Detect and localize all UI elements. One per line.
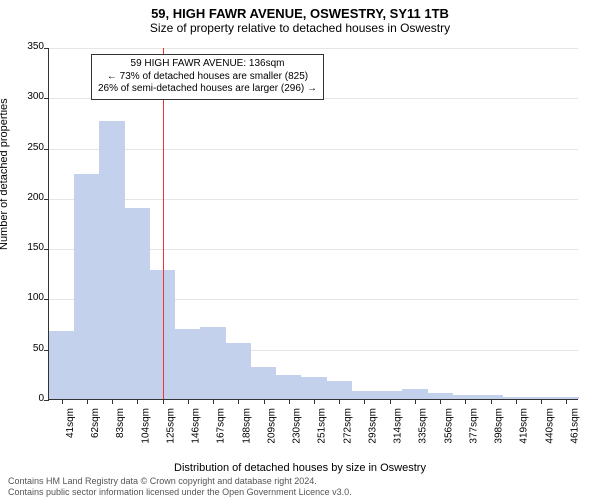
x-tick-label: 146sqm [191, 408, 202, 444]
histogram-bar [226, 343, 251, 399]
x-tick-mark [339, 399, 340, 404]
x-tick-mark [314, 399, 315, 404]
x-tick-label: 314sqm [393, 408, 404, 444]
y-tick-mark [44, 299, 49, 300]
x-tick-mark [289, 399, 290, 404]
x-tick-label: 209sqm [267, 408, 278, 444]
histogram-bar [74, 174, 99, 399]
x-tick-label: 272sqm [342, 408, 353, 444]
histogram-bar [276, 375, 301, 399]
y-tick-mark [44, 48, 49, 49]
x-tick-mark [264, 399, 265, 404]
y-tick-mark [44, 199, 49, 200]
histogram-bar [301, 377, 326, 399]
x-tick-mark [440, 399, 441, 404]
x-tick-label: 62sqm [90, 408, 101, 438]
histogram-bar [377, 391, 402, 399]
page-subtitle: Size of property relative to detached ho… [0, 21, 600, 35]
chart-area: 05010015020025030035041sqm62sqm83sqm104s… [48, 48, 578, 426]
x-tick-label: 167sqm [216, 408, 227, 444]
annotation-line-2: ← 73% of detached houses are smaller (82… [98, 71, 317, 84]
annotation-line-1: 59 HIGH FAWR AVENUE: 136sqm [98, 58, 317, 71]
histogram-bar [327, 381, 352, 399]
x-tick-label: 125sqm [166, 408, 177, 444]
histogram-bar [200, 327, 225, 399]
x-tick-mark [163, 399, 164, 404]
y-tick-mark [44, 98, 49, 99]
x-tick-mark [188, 399, 189, 404]
gridline [49, 149, 578, 150]
x-tick-mark [390, 399, 391, 404]
x-tick-mark [238, 399, 239, 404]
x-tick-mark [87, 399, 88, 404]
x-tick-label: 440sqm [544, 408, 555, 444]
footer-text: Contains HM Land Registry data © Crown c… [8, 476, 352, 498]
y-tick-label: 200 [4, 192, 44, 203]
y-tick-mark [44, 249, 49, 250]
annotation-box: 59 HIGH FAWR AVENUE: 136sqm ← 73% of det… [91, 54, 324, 100]
x-tick-label: 377sqm [468, 408, 479, 444]
x-tick-mark [112, 399, 113, 404]
chart-container: 59, HIGH FAWR AVENUE, OSWESTRY, SY11 1TB… [0, 0, 600, 500]
y-tick-label: 300 [4, 91, 44, 102]
x-tick-mark [415, 399, 416, 404]
y-tick-label: 100 [4, 292, 44, 303]
x-tick-mark [516, 399, 517, 404]
plot-area: 05010015020025030035041sqm62sqm83sqm104s… [48, 48, 578, 400]
x-tick-mark [62, 399, 63, 404]
y-axis-label: Number of detached properties [0, 98, 10, 250]
x-tick-mark [213, 399, 214, 404]
y-tick-mark [44, 149, 49, 150]
x-tick-mark [541, 399, 542, 404]
histogram-bar [402, 389, 427, 399]
histogram-bar [49, 331, 74, 399]
x-axis-label: Distribution of detached houses by size … [0, 462, 600, 474]
histogram-bar [125, 208, 150, 399]
x-tick-label: 104sqm [140, 408, 151, 444]
x-tick-mark [566, 399, 567, 404]
annotation-line-3: 26% of semi-detached houses are larger (… [98, 83, 317, 96]
page-title: 59, HIGH FAWR AVENUE, OSWESTRY, SY11 1TB [0, 0, 600, 21]
footer-line-2: Contains public sector information licen… [8, 487, 352, 498]
x-tick-label: 461sqm [569, 408, 580, 444]
x-tick-label: 41sqm [65, 408, 76, 438]
x-tick-mark [364, 399, 365, 404]
x-tick-label: 419sqm [519, 408, 530, 444]
x-tick-label: 335sqm [418, 408, 429, 444]
gridline [49, 199, 578, 200]
histogram-bar [99, 121, 124, 399]
y-tick-mark [44, 400, 49, 401]
y-tick-label: 0 [4, 393, 44, 404]
x-tick-label: 83sqm [115, 408, 126, 438]
x-tick-mark [465, 399, 466, 404]
x-tick-label: 188sqm [241, 408, 252, 444]
histogram-bar [352, 391, 377, 399]
histogram-bar [251, 367, 276, 399]
x-tick-label: 293sqm [367, 408, 378, 444]
histogram-bar [175, 329, 200, 399]
x-tick-mark [137, 399, 138, 404]
y-tick-label: 150 [4, 242, 44, 253]
x-tick-label: 251sqm [317, 408, 328, 444]
x-tick-label: 356sqm [443, 408, 454, 444]
footer-line-1: Contains HM Land Registry data © Crown c… [8, 476, 352, 487]
x-tick-label: 398sqm [494, 408, 505, 444]
gridline [49, 48, 578, 49]
x-tick-mark [491, 399, 492, 404]
x-tick-label: 230sqm [292, 408, 303, 444]
reference-line [163, 48, 164, 399]
y-tick-label: 350 [4, 41, 44, 52]
y-tick-label: 250 [4, 142, 44, 153]
y-tick-label: 50 [4, 343, 44, 354]
